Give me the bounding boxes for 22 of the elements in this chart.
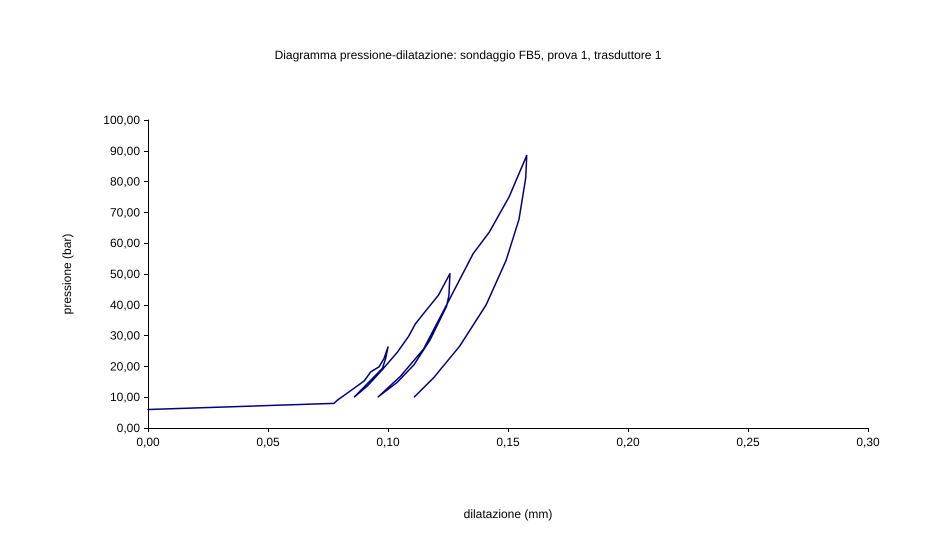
y-tick-label: 90,00 (110, 144, 140, 158)
x-axis-title: dilatazione (mm) (464, 507, 552, 521)
x-tick-label: 0,15 (496, 435, 520, 449)
x-tick-label: 0,00 (136, 435, 160, 449)
x-tick-label: 0,25 (736, 435, 760, 449)
x-tick-label: 0,05 (256, 435, 280, 449)
y-tick-label: 50,00 (110, 267, 140, 281)
x-tick-label: 0,10 (376, 435, 400, 449)
y-tick-label: 80,00 (110, 174, 140, 189)
chart-title: Diagramma pressione-dilatazione: sondaggio FB5, prova 1, trasduttore 1 (274, 48, 662, 62)
y-tick-label: 10,00 (110, 390, 140, 404)
y-axis-title: pressione (bar) (60, 234, 74, 314)
y-tick-label: 70,00 (110, 205, 140, 220)
line-series (147, 154, 528, 410)
y-tick-label: 40,00 (110, 298, 140, 312)
y-tick-label: 20,00 (110, 359, 140, 374)
y-tick-label: 30,00 (110, 328, 140, 343)
y-tick-label: 100,00 (103, 113, 140, 127)
x-tick-label: 0,20 (616, 435, 640, 449)
y-tick-label: 60,00 (110, 236, 140, 250)
x-tick-label: 0,30 (856, 435, 880, 449)
y-tick-label: 0,00 (116, 421, 140, 435)
